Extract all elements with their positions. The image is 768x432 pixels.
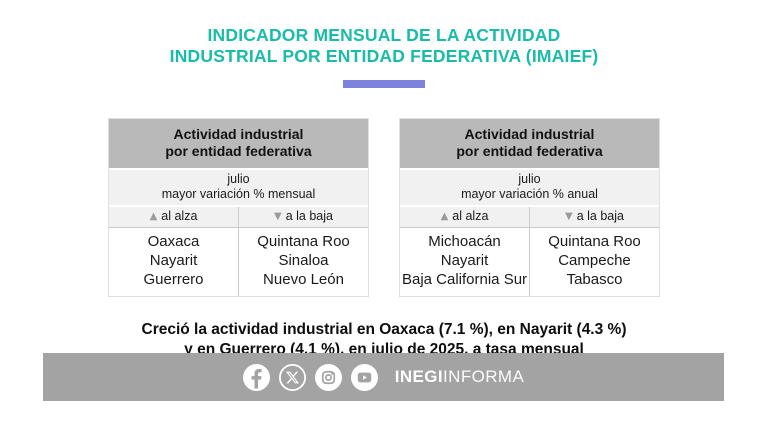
table-period-row: julio mayor variación % anual: [400, 168, 659, 205]
state-item: Guerrero: [143, 271, 204, 288]
column-header-up: ▲ al alza: [109, 207, 238, 227]
state-item: Nayarit: [149, 252, 198, 269]
state-item: Nuevo León: [263, 271, 344, 288]
up-triangle-icon: ▲: [149, 211, 158, 222]
table-data: Michoacán Nayarit Baja California Sur Qu…: [400, 228, 659, 296]
column-header-down: ▼ a la baja: [238, 207, 368, 227]
state-item: Michoacán: [428, 233, 501, 250]
page-title-line2: INDUSTRIAL POR ENTIDAD FEDERATIVA (IMAIE…: [169, 46, 599, 66]
column-header-down-label: a la baja: [285, 209, 333, 223]
state-item: Quintana Roo: [548, 233, 641, 250]
table-data: Oaxaca Nayarit Guerrero Quintana Roo Sin…: [109, 228, 368, 296]
table-header: Actividad industrial por entidad federat…: [400, 119, 659, 168]
period-month: julio: [227, 172, 250, 186]
tables-row: Actividad industrial por entidad federat…: [0, 118, 768, 297]
table-annual-variation: Actividad industrial por entidad federat…: [399, 118, 660, 297]
down-triangle-icon: ▼: [274, 211, 282, 222]
table-header-line1: Actividad industrial: [464, 126, 595, 142]
summary-line1: Creció la actividad industrial en Oaxaca…: [141, 321, 627, 338]
column-header-up-label: al alza: [161, 209, 198, 223]
state-item: Campeche: [558, 252, 631, 269]
period-metric: mayor variación % anual: [461, 187, 598, 201]
instagram-icon[interactable]: [314, 363, 342, 391]
state-item: Sinaloa: [278, 252, 329, 269]
table-header-line2: por entidad federativa: [456, 143, 603, 159]
table-column-headers: ▲ al alza ▼ a la baja: [400, 205, 659, 228]
state-item: Oaxaca: [147, 233, 200, 250]
facebook-icon[interactable]: [242, 363, 270, 391]
table-column-headers: ▲ al alza ▼ a la baja: [109, 205, 368, 228]
inegi-informa-logo: INEGIINFORMA: [395, 367, 524, 387]
table-monthly-variation: Actividad industrial por entidad federat…: [108, 118, 369, 297]
up-triangle-icon: ▲: [440, 211, 449, 222]
up-states-list: Oaxaca Nayarit Guerrero: [109, 228, 238, 296]
column-header-up-label: al alza: [452, 209, 489, 223]
page-title: INDICADOR MENSUAL DE LA ACTIVIDAD INDUST…: [0, 0, 768, 67]
page-title-line1: INDICADOR MENSUAL DE LA ACTIVIDAD: [207, 25, 561, 45]
state-item: Tabasco: [566, 271, 623, 288]
down-states-list: Quintana Roo Campeche Tabasco: [529, 228, 659, 296]
table-period-row: julio mayor variación % mensual: [109, 168, 368, 205]
state-item: Nayarit: [440, 252, 489, 269]
period-metric: mayor variación % mensual: [161, 187, 316, 201]
brand-inegi: INEGI: [394, 367, 444, 386]
down-states-list: Quintana Roo Sinaloa Nuevo León: [238, 228, 368, 296]
column-header-down: ▼ a la baja: [529, 207, 659, 227]
period-month: julio: [518, 172, 541, 186]
down-triangle-icon: ▼: [565, 211, 573, 222]
youtube-icon[interactable]: [350, 363, 378, 391]
footer-bar: INEGIINFORMA: [43, 353, 724, 401]
x-icon[interactable]: [278, 363, 306, 391]
table-header: Actividad industrial por entidad federat…: [109, 119, 368, 168]
state-item: Baja California Sur: [401, 271, 528, 288]
accent-underline-bar: [343, 80, 425, 88]
brand-informa: INFORMA: [443, 367, 525, 386]
column-header-up: ▲ al alza: [400, 207, 529, 227]
table-header-line1: Actividad industrial: [173, 126, 304, 142]
up-states-list: Michoacán Nayarit Baja California Sur: [400, 228, 529, 296]
table-header-line2: por entidad federativa: [165, 143, 312, 159]
state-item: Quintana Roo: [257, 233, 350, 250]
column-header-down-label: a la baja: [576, 209, 624, 223]
